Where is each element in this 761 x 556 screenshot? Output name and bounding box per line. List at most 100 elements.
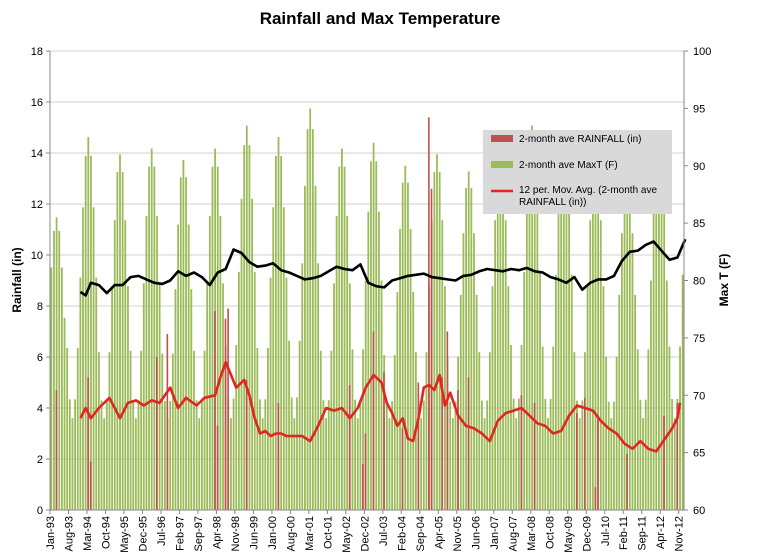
maxt-bar	[164, 400, 166, 510]
x-tick-label: May-02	[341, 516, 353, 553]
maxt-bar	[652, 211, 655, 510]
x-tick-label: Apr-12	[655, 516, 667, 549]
maxt-bar	[187, 224, 190, 510]
rainfall-bar	[348, 385, 351, 510]
maxt-bar	[235, 345, 238, 510]
y-tick-label: 16	[31, 97, 43, 109]
maxt-bar	[314, 185, 317, 511]
maxt-bar	[171, 353, 174, 510]
y-tick-label: 4	[37, 403, 43, 415]
maxt-bar	[552, 346, 555, 510]
legend-box	[483, 130, 672, 214]
maxt-bar	[599, 220, 602, 510]
maxt-bar	[544, 398, 547, 510]
rainfall-bar	[55, 390, 58, 510]
maxt-bar	[267, 347, 269, 510]
maxt-bar	[496, 171, 499, 510]
maxt-bar	[311, 129, 314, 510]
maxt-bar	[116, 171, 119, 510]
y2-tick-label: 70	[693, 390, 705, 402]
maxt-bar	[185, 177, 187, 510]
legend-swatch-rainfall	[491, 135, 513, 142]
maxt-bar	[636, 349, 639, 510]
y2-tick-label: 60	[693, 505, 705, 517]
x-tick-label: Dec-95	[138, 516, 150, 551]
maxt-bar	[650, 280, 652, 510]
rainfall-moving-average-line	[79, 360, 682, 453]
maxt-bar	[541, 346, 544, 510]
y-tick-label: 12	[31, 199, 43, 211]
rainfall-bar	[457, 390, 459, 510]
rainfall-bar	[446, 331, 449, 510]
maxt-bar	[531, 125, 534, 511]
maxt-bar	[658, 142, 660, 511]
x-tick-label: Nov-12	[674, 516, 686, 551]
maxt-bar	[50, 267, 53, 510]
maxt-bar	[58, 230, 61, 510]
maxt-bar	[647, 349, 650, 510]
maxt-bar	[621, 233, 623, 510]
maxt-bar	[610, 418, 613, 510]
maxt-bar	[84, 155, 87, 510]
x-tick-label: Oct-08	[544, 516, 556, 549]
maxt-bar	[335, 215, 338, 510]
maxt-bar	[438, 171, 441, 510]
maxt-bar	[142, 283, 145, 510]
maxt-bar	[253, 271, 256, 510]
maxt-bar	[679, 346, 681, 510]
maxt-bar	[346, 215, 349, 510]
maxt-bar	[309, 108, 312, 510]
maxt-bar	[626, 171, 629, 511]
rainfall-bars	[55, 117, 678, 511]
maxt-bar	[161, 353, 164, 510]
rainfall-bar	[467, 377, 470, 510]
maxt-bar	[491, 286, 494, 510]
maxt-bar	[55, 217, 58, 510]
temperature-bars	[50, 108, 684, 511]
x-tick-label: Sep-04	[415, 516, 427, 551]
maxt-bar	[304, 185, 306, 511]
maxt-bar	[298, 340, 301, 510]
maxt-bar	[533, 145, 536, 510]
maxt-bar	[259, 399, 261, 510]
gridlines	[50, 50, 684, 460]
maxt-bar	[319, 350, 322, 510]
maxt-bar	[642, 418, 644, 510]
maxt-bar	[148, 166, 150, 511]
y2-tick-label: 85	[693, 218, 705, 230]
maxt-bar	[412, 291, 415, 510]
maxt-bar	[589, 220, 592, 510]
maxt-bar	[97, 352, 100, 510]
maxt-bar	[111, 286, 113, 510]
maxt-bar	[182, 160, 185, 510]
maxt-bar	[380, 280, 383, 510]
maxt-bar	[245, 125, 248, 511]
rainfall-bar	[401, 428, 404, 510]
x-tick-label: Oct-01	[322, 516, 334, 549]
rainfall-bar	[87, 377, 89, 510]
maxt-bar	[327, 400, 330, 510]
maxt-bar	[671, 398, 674, 510]
maxt-bar	[644, 399, 647, 510]
maxt-bar	[362, 349, 364, 510]
maxt-bar	[673, 418, 676, 510]
maxt-bar	[200, 400, 203, 510]
maxt-bar	[663, 211, 666, 510]
maxt-bar	[343, 166, 346, 511]
maxt-bar	[586, 286, 589, 510]
maxt-bar	[565, 150, 568, 510]
rainfall-bar	[383, 372, 385, 510]
x-tick-label: Feb-11	[618, 516, 630, 550]
maxt-bar	[248, 145, 251, 510]
maxt-bar	[105, 400, 108, 510]
maxt-bar	[554, 274, 557, 510]
rainfall-bar	[227, 308, 229, 510]
maxt-bar	[356, 418, 359, 510]
y-tick-label: 8	[37, 301, 43, 313]
y-axis-label: Rainfall (in)	[10, 247, 24, 312]
rainfall-bar	[597, 415, 599, 510]
rainfall-bar	[441, 377, 443, 510]
maxt-bar	[391, 401, 393, 510]
x-tick-label: Nov-05	[452, 516, 464, 551]
x-tick-label: Apr-98	[211, 516, 223, 549]
